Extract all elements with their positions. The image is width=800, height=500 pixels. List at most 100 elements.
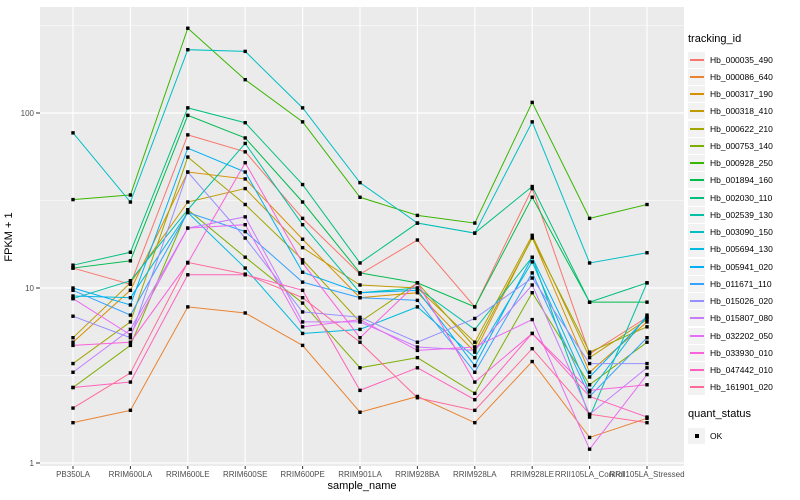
legend-panel: tracking_id Hb_000035_490 Hb_000086_640 Hb…: [688, 0, 800, 500]
legend-item-Hb_047442_010: Hb_047442_010: [688, 362, 800, 379]
data-point: [300, 310, 305, 314]
data-point: [473, 391, 477, 396]
legend-line-swatch: [689, 369, 704, 372]
data-point: [645, 325, 649, 329]
legend-item-Hb_000318_410: Hb_000318_410: [688, 103, 800, 120]
data-point: [530, 236, 534, 240]
data-point: [587, 394, 592, 399]
plot-svg: PB350LA RRIM600LA RRIM600LE RRIM600SE RRIM60…: [3, 7, 685, 492]
data-point: [128, 288, 133, 293]
data-point: [415, 366, 420, 370]
legend-key: [688, 172, 705, 189]
data-point: [186, 226, 190, 230]
legend-item-Hb_002030_110: Hb_002030_110: [688, 189, 800, 206]
legend-item-quant-ok: OK: [688, 427, 800, 444]
data-point: [128, 200, 133, 204]
legend-item-Hb_000035_490: Hb_000035_490: [688, 51, 800, 68]
data-point: [587, 383, 592, 387]
data-point: [587, 350, 592, 354]
data-point: [243, 186, 247, 191]
x-axis-title: sample_name: [327, 480, 396, 492]
data-point: [473, 397, 477, 402]
legend-label: Hb_032202_050: [710, 330, 773, 341]
data-point: [473, 345, 477, 349]
legend-label: Hb_000317_190: [710, 89, 773, 100]
legend-label: Hb_015026_020: [710, 296, 773, 307]
data-point: [530, 291, 534, 295]
data-point: [71, 131, 75, 135]
data-point: [128, 281, 133, 285]
data-point: [186, 305, 190, 309]
legend-title-tracking-id: tracking_id: [688, 33, 742, 45]
legend-key: [688, 120, 705, 137]
data-point: [243, 77, 247, 82]
legend-item-Hb_002539_130: Hb_002539_130: [688, 206, 800, 223]
data-point: [71, 420, 75, 425]
data-point: [530, 359, 534, 364]
data-point: [71, 385, 75, 390]
y-axis-title: FPKM + 1: [3, 212, 15, 261]
axis-ticks: [36, 112, 648, 469]
data-point: [128, 259, 133, 263]
legend-label: Hb_033930_010: [710, 347, 773, 358]
data-point: [358, 335, 362, 340]
data-point: [300, 270, 305, 274]
data-point: [128, 327, 133, 332]
x-tick-label: RRIM600PE: [280, 470, 324, 479]
axis-tick-labels: PB350LA RRIM600LA RRIM600LE RRIM600SE RRIM60…: [21, 109, 685, 479]
data-point: [645, 372, 649, 377]
data-point: [128, 335, 133, 340]
legend-key: [688, 155, 705, 172]
data-point: [300, 200, 305, 204]
legend-label: Hb_005694_130: [710, 244, 773, 255]
legend-key: [688, 86, 705, 103]
data-point: [300, 120, 305, 124]
legend-key: [688, 224, 705, 241]
data-point: [243, 150, 247, 154]
legend-line-swatch: [689, 162, 704, 165]
legend-label: Hb_005941_020: [710, 261, 773, 272]
legend-key: [688, 258, 705, 275]
legend-key: [688, 327, 705, 344]
data-point: [243, 215, 247, 219]
y-tick-label: 1: [30, 459, 35, 468]
data-point: [243, 222, 247, 227]
legend-key: [688, 362, 705, 379]
data-point: [128, 320, 133, 324]
data-point: [415, 340, 420, 344]
legend-key: [688, 275, 705, 292]
legend-line-swatch: [689, 334, 704, 337]
legend-item-Hb_011671_110: Hb_011671_110: [688, 275, 800, 292]
data-point: [645, 415, 649, 419]
legend-item-Hb_000086_640: Hb_000086_640: [688, 68, 800, 85]
legend-label: Hb_002030_110: [710, 192, 773, 203]
data-point: [186, 200, 190, 204]
data-point: [300, 325, 305, 329]
legend-item-Hb_032202_050: Hb_032202_050: [688, 327, 800, 344]
legend-line-swatch: [689, 144, 704, 147]
legend-key: [688, 310, 705, 327]
legend-item-Hb_161901_020: Hb_161901_020: [688, 379, 800, 396]
data-point: [243, 170, 247, 174]
data-point: [71, 286, 75, 290]
legend-line-swatch: [689, 351, 704, 354]
data-point: [243, 136, 247, 140]
legend-item-Hb_015807_080: Hb_015807_080: [688, 310, 800, 327]
data-point: [243, 160, 247, 165]
data-point: [587, 435, 592, 440]
data-point: [358, 291, 362, 295]
legend-key: [688, 103, 705, 120]
data-point: [587, 355, 592, 360]
data-point: [300, 245, 305, 250]
x-tick-label: RRIM600LA: [109, 470, 153, 479]
data-point: [71, 343, 75, 348]
data-point: [530, 271, 534, 275]
data-point: [645, 313, 649, 317]
data-point: [530, 276, 534, 280]
legend-key: [688, 189, 705, 206]
legend-line-swatch: [689, 386, 704, 389]
data-point: [358, 180, 362, 185]
data-point: [473, 408, 477, 413]
legend-line-swatch: [689, 93, 704, 96]
data-point: [473, 221, 477, 225]
